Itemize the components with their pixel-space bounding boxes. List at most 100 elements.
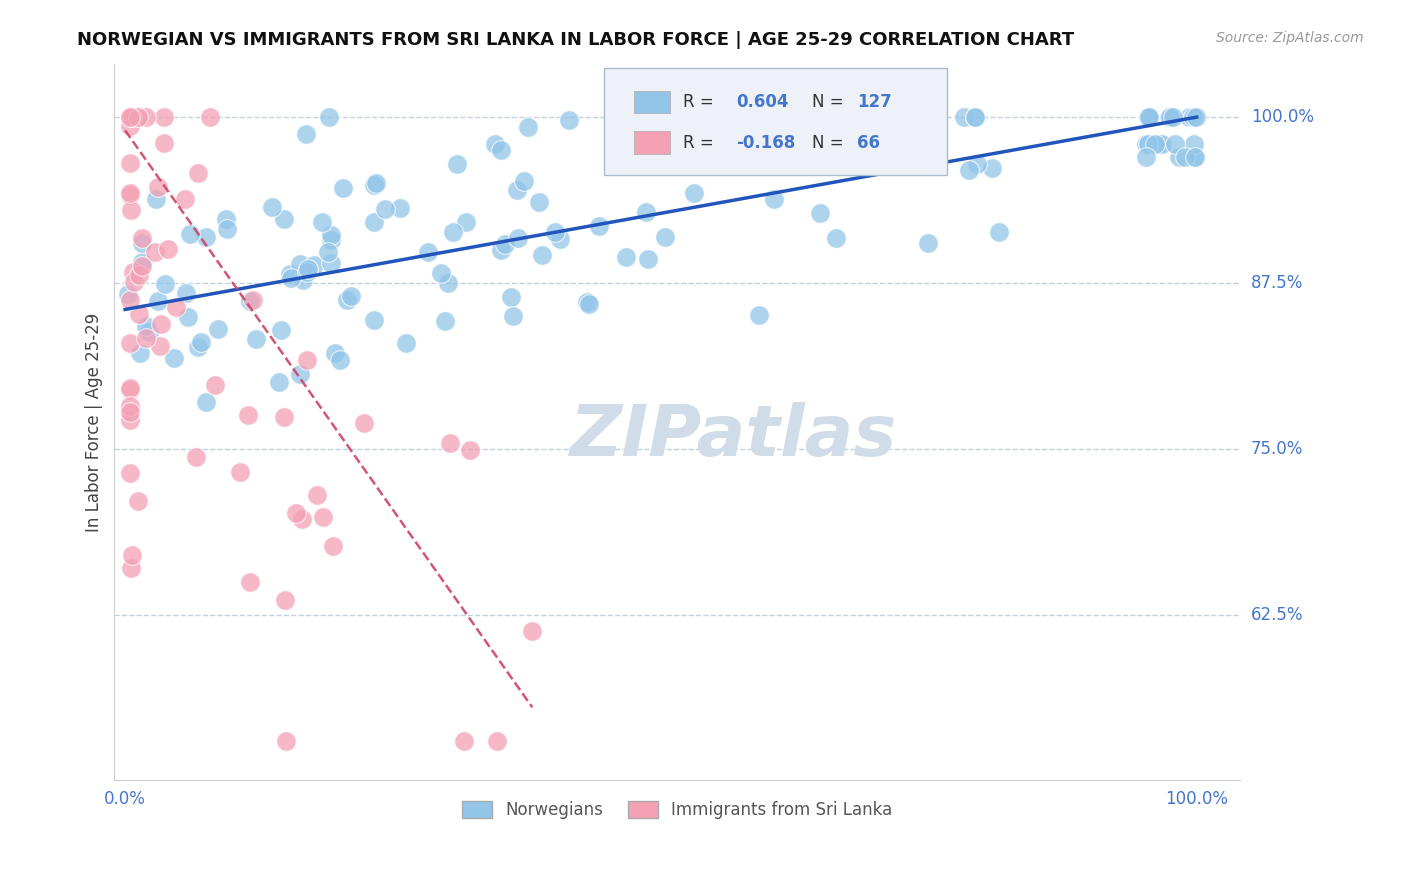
Point <box>374 202 396 216</box>
Point <box>120 399 142 413</box>
Point <box>120 110 142 124</box>
Text: 0.604: 0.604 <box>737 93 789 111</box>
Point <box>198 110 221 124</box>
Point <box>278 267 301 281</box>
Point <box>131 255 153 269</box>
Point <box>120 384 142 398</box>
Point <box>688 140 710 154</box>
Point <box>1161 110 1184 124</box>
Point <box>146 180 169 194</box>
Point <box>1182 110 1205 124</box>
Point <box>190 334 212 349</box>
Point <box>120 186 142 200</box>
Point <box>530 247 553 261</box>
Point <box>121 110 143 124</box>
Point <box>135 331 157 345</box>
Point <box>127 110 149 124</box>
Point <box>145 192 167 206</box>
Text: NORWEGIAN VS IMMIGRANTS FROM SRI LANKA IN LABOR FORCE | AGE 25-29 CORRELATION CH: NORWEGIAN VS IMMIGRANTS FROM SRI LANKA I… <box>77 31 1074 49</box>
Point <box>363 215 385 229</box>
Text: N =: N = <box>813 93 849 111</box>
Point <box>120 110 142 124</box>
Point <box>454 215 477 229</box>
Point <box>120 413 142 427</box>
Point <box>138 325 160 339</box>
Point <box>120 110 142 124</box>
Point <box>291 272 314 286</box>
Point <box>146 294 169 309</box>
Point <box>295 265 318 279</box>
Legend: Norwegians, Immigrants from Sri Lanka: Norwegians, Immigrants from Sri Lanka <box>456 794 898 826</box>
Point <box>395 335 418 350</box>
Point <box>120 188 142 202</box>
Point <box>416 245 439 260</box>
Point <box>262 201 284 215</box>
Point <box>1136 136 1159 151</box>
Point <box>143 245 166 260</box>
Point <box>1185 110 1208 124</box>
Point <box>270 323 292 337</box>
Point <box>280 271 302 285</box>
Point <box>683 186 706 201</box>
Point <box>748 308 770 322</box>
Point <box>489 243 512 257</box>
Point <box>1137 110 1160 124</box>
Point <box>1159 110 1181 124</box>
Point <box>204 378 226 392</box>
Point <box>713 148 735 162</box>
Point <box>965 110 987 124</box>
Point <box>614 250 637 264</box>
Point <box>207 322 229 336</box>
Point <box>312 509 335 524</box>
Point <box>363 313 385 327</box>
Point <box>1152 136 1174 151</box>
Point <box>321 255 343 269</box>
Text: Source: ZipAtlas.com: Source: ZipAtlas.com <box>1216 31 1364 45</box>
Point <box>122 265 145 279</box>
Point <box>966 157 988 171</box>
Point <box>501 290 523 304</box>
Point <box>1177 110 1199 124</box>
Point <box>267 375 290 389</box>
Point <box>276 733 298 747</box>
Point <box>131 236 153 251</box>
Point <box>1184 150 1206 164</box>
Point <box>120 381 142 395</box>
Point <box>305 488 328 502</box>
Point <box>987 225 1010 239</box>
Point <box>122 276 145 290</box>
Point <box>446 157 468 171</box>
Point <box>508 231 530 245</box>
Point <box>575 295 598 310</box>
Point <box>578 297 600 311</box>
Point <box>980 161 1002 175</box>
Point <box>896 159 918 173</box>
Point <box>484 136 506 151</box>
Point <box>120 120 142 134</box>
Text: N =: N = <box>813 134 849 152</box>
Point <box>236 409 259 423</box>
Point <box>163 351 186 366</box>
Point <box>273 409 295 424</box>
Text: 100.0%: 100.0% <box>1251 108 1313 126</box>
Point <box>641 110 664 124</box>
Point <box>527 195 550 210</box>
Point <box>1182 110 1205 124</box>
Point <box>506 183 529 197</box>
Point <box>439 435 461 450</box>
Point <box>174 192 197 206</box>
Point <box>239 575 262 590</box>
Point <box>437 277 460 291</box>
Point <box>550 232 572 246</box>
Point <box>120 110 142 124</box>
Point <box>288 257 311 271</box>
Point <box>131 230 153 244</box>
Point <box>297 352 319 367</box>
Point <box>824 230 846 244</box>
Point <box>1184 150 1206 164</box>
Point <box>273 211 295 226</box>
Point <box>120 561 142 575</box>
Point <box>121 548 143 562</box>
Point <box>323 346 346 360</box>
Text: 66: 66 <box>858 134 880 152</box>
